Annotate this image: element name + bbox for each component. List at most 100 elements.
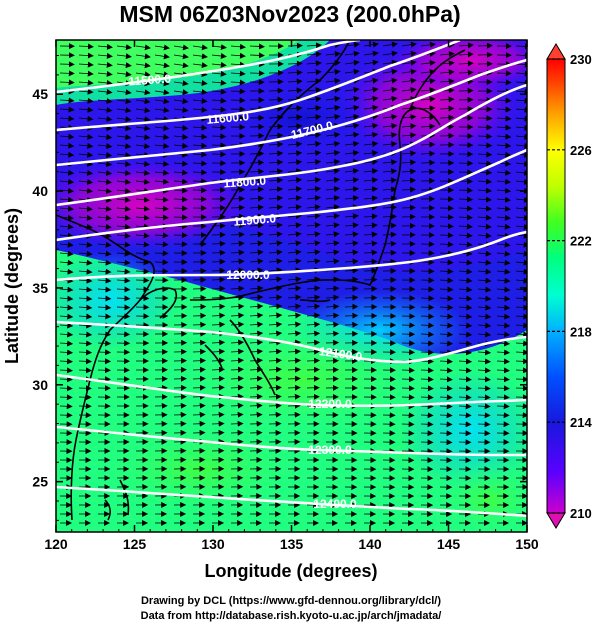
wind-arrow (496, 259, 511, 266)
wind-arrow (306, 357, 321, 364)
wind-arrow (496, 97, 512, 104)
credit-line-1: Drawing by DCL (https://www.gfd-dennou.o… (141, 595, 441, 607)
wind-arrow (496, 385, 510, 392)
wind-arrow (268, 366, 282, 373)
wind-arrow (306, 78, 322, 85)
wind-arrow (363, 177, 379, 184)
wind-arrow (59, 358, 74, 365)
wind-arrow (458, 232, 473, 239)
wind-arrow (268, 96, 284, 103)
wind-arrow (211, 321, 226, 328)
wind-arrow (268, 204, 283, 211)
wind-arrow (78, 97, 94, 104)
colorbar-top-triangle (546, 43, 566, 60)
wind-arrow (116, 286, 131, 293)
wind-arrow (306, 276, 321, 283)
wind-arrow (306, 294, 321, 301)
wind-arrow (154, 53, 170, 60)
wind-arrow (515, 106, 527, 113)
colorbar-tick-label: 226 (570, 143, 592, 158)
wind-arrow (287, 123, 303, 130)
wind-arrow (268, 303, 283, 310)
y-tick-label: 45 (32, 86, 48, 102)
wind-arrow (59, 196, 75, 203)
x-tick-label: 145 (437, 536, 461, 552)
wind-arrow (249, 402, 263, 409)
wind-arrow (249, 240, 264, 247)
wind-arrow (477, 313, 492, 320)
wind-arrow (477, 196, 493, 203)
wind-arrow (401, 123, 417, 130)
wind-arrow (116, 241, 131, 248)
wind-arrow (287, 204, 302, 211)
wind-arrow (458, 358, 473, 365)
wind-arrow (477, 394, 491, 401)
wind-arrow (78, 250, 93, 257)
y-tick-label: 30 (32, 377, 48, 393)
wind-arrow (97, 250, 112, 257)
wind-arrow (420, 322, 435, 329)
wind-arrow (344, 186, 360, 193)
wind-arrow (135, 98, 151, 105)
wind-arrow (97, 205, 112, 212)
wind-arrow (249, 195, 265, 202)
wind-arrow (344, 177, 360, 184)
wind-arrow (268, 375, 282, 382)
wind-arrow (306, 258, 321, 265)
wind-arrow (382, 177, 398, 184)
wind-arrow (496, 151, 512, 158)
wind-arrow (401, 96, 417, 102)
wind-arrow (135, 71, 151, 78)
wind-vectors (59, 41, 527, 527)
wind-arrow (306, 303, 321, 310)
wind-arrow (97, 277, 112, 284)
wind-arrow (116, 187, 132, 194)
wind-arrow (192, 142, 208, 149)
wind-arrow (287, 276, 302, 283)
wind-arrow (249, 258, 264, 265)
wind-arrow (97, 331, 112, 338)
wind-arrow (135, 232, 150, 239)
wind-arrow (116, 62, 132, 69)
wind-arrow (249, 393, 263, 400)
wind-arrow (211, 61, 227, 68)
wind-arrow (420, 105, 436, 112)
wind-arrow (477, 187, 493, 194)
x-tick-label: 150 (515, 536, 539, 552)
wind-arrow (97, 259, 112, 266)
wind-arrow (230, 52, 246, 59)
wind-arrow (420, 295, 435, 302)
wind-arrow (230, 258, 245, 265)
wind-arrow (211, 384, 225, 391)
wind-arrow (325, 60, 341, 66)
wind-arrow (420, 59, 436, 66)
wind-arrow (116, 53, 132, 60)
wind-arrow (439, 331, 454, 338)
wind-arrow (401, 132, 417, 139)
wind-arrow (439, 394, 453, 401)
wind-arrow (97, 214, 112, 221)
wind-arrow (249, 177, 265, 184)
wind-arrow (382, 68, 398, 75)
wind-arrow (458, 69, 474, 76)
wind-arrow (477, 214, 492, 221)
wind-arrow (249, 312, 264, 319)
wind-arrow (268, 249, 283, 256)
wind-arrow (78, 340, 93, 347)
wind-arrow (192, 106, 208, 113)
wind-arrow (97, 232, 112, 239)
wind-arrow (249, 303, 264, 310)
wind-arrow (496, 376, 510, 383)
wind-arrow (59, 151, 75, 158)
wind-arrow (173, 142, 189, 149)
wind-arrow (78, 187, 94, 194)
wind-arrow (458, 286, 473, 293)
wind-arrow (268, 393, 282, 400)
wind-arrow (496, 250, 511, 257)
wind-arrow (439, 376, 453, 383)
wind-arrow (344, 68, 360, 75)
wind-arrow (515, 115, 527, 122)
wind-arrow (458, 60, 474, 67)
wind-arrow (306, 330, 321, 337)
